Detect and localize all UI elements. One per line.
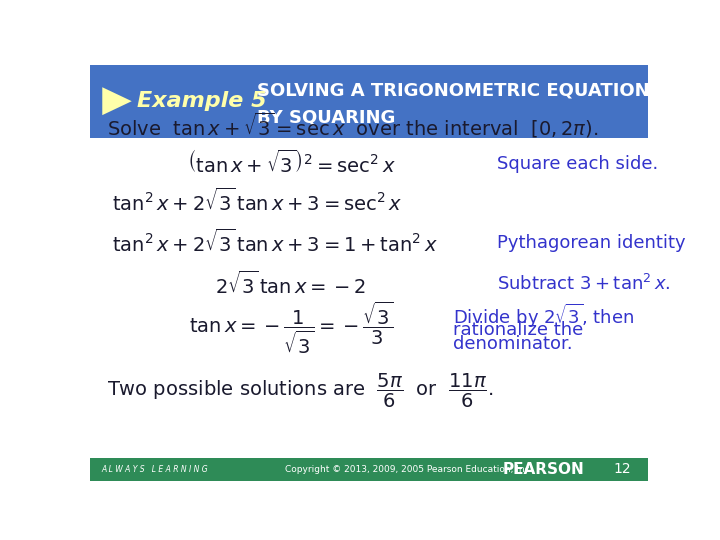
Text: Solve  $\tan x + \sqrt{3} = \sec x$  over the interval  $[0, 2\pi).$: Solve $\tan x + \sqrt{3} = \sec x$ over … [107,111,598,140]
Text: Pythagorean identity: Pythagorean identity [498,234,686,252]
FancyBboxPatch shape [90,458,648,481]
Polygon shape [102,87,132,115]
Text: Subtract $3 + \tan^2 x.$: Subtract $3 + \tan^2 x.$ [498,274,671,294]
Text: Divide by $2\sqrt{3}$, then: Divide by $2\sqrt{3}$, then [453,302,634,330]
Text: Two possible solutions are  $\dfrac{5\pi}{6}$  or  $\dfrac{11\pi}{6}.$: Two possible solutions are $\dfrac{5\pi}… [107,372,493,410]
FancyBboxPatch shape [90,65,648,138]
Text: Example 5: Example 5 [138,91,267,111]
Text: $\tan^2 x + 2\sqrt{3}\,\tan x + 3 = 1 + \tan^2 x$: $\tan^2 x + 2\sqrt{3}\,\tan x + 3 = 1 + … [112,229,438,256]
Text: rationalize the: rationalize the [453,321,583,339]
Text: 12: 12 [613,462,631,476]
Text: $\left(\tan x + \sqrt{3}\right)^2 = \sec^2 x$: $\left(\tan x + \sqrt{3}\right)^2 = \sec… [186,150,395,178]
Text: BY SQUARING: BY SQUARING [258,108,396,126]
Text: denominator.: denominator. [453,335,572,353]
Text: $\tan^2 x + 2\sqrt{3}\,\tan x + 3 = \sec^2 x$: $\tan^2 x + 2\sqrt{3}\,\tan x + 3 = \sec… [112,187,402,215]
Text: A L W A Y S   L E A R N I N G: A L W A Y S L E A R N I N G [101,464,208,474]
Text: $2\sqrt{3}\,\tan x = -2$: $2\sqrt{3}\,\tan x = -2$ [215,271,366,298]
Text: Copyright © 2013, 2009, 2005 Pearson Education, Inc.: Copyright © 2013, 2009, 2005 Pearson Edu… [285,464,533,474]
Text: Square each side.: Square each side. [498,155,659,173]
Text: $\tan x = -\dfrac{1}{\sqrt{3}} = -\dfrac{\sqrt{3}}{3}$: $\tan x = -\dfrac{1}{\sqrt{3}} = -\dfrac… [189,299,393,356]
Text: PEARSON: PEARSON [503,462,585,477]
Text: SOLVING A TRIGONOMETRIC EQUATION: SOLVING A TRIGONOMETRIC EQUATION [258,81,650,99]
